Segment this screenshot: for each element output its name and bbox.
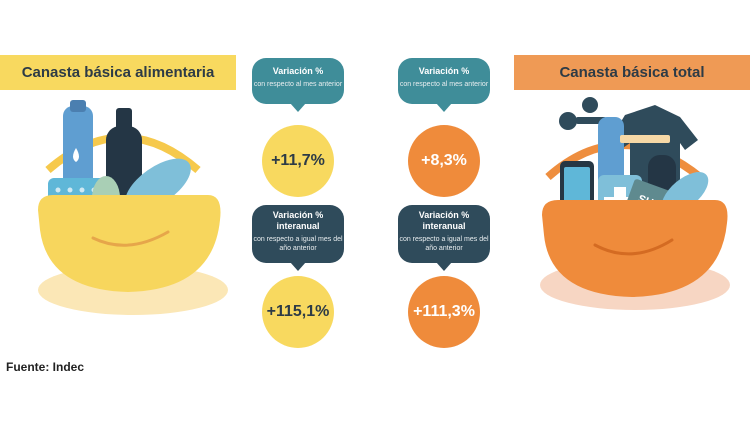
cbt-monthly-text: +8,3% [421,152,467,169]
bubble-subtitle: con respecto a igual mes del año anterio… [253,236,343,252]
cba-monthly-value: +11,7% [262,125,334,197]
bubble-tail [436,262,452,271]
cba-banner: Canasta básica alimentaria [0,55,236,90]
bubble-title: Variación % [418,66,470,76]
cbt-monthly-value: +8,3% [408,125,480,197]
bubble-title: Variación % interanual [418,210,470,231]
bubble-title: Variación % interanual [272,210,324,231]
bubble-yoy-cbt: Variación % interanual con respecto a ig… [398,205,490,271]
bubble-tail [436,103,452,112]
bubble-tail [290,262,306,271]
cbt-banner: Canasta básica total [514,55,750,90]
bubble-title: Variación % [272,66,324,76]
cbt-yoy-text: +111,3% [413,303,475,320]
cbt-title: Canasta básica total [559,64,705,81]
bubble-subtitle: con respecto a igual mes del año anterio… [399,236,489,252]
bubble-monthly-cba: Variación % con respecto al mes anterior [252,58,344,112]
bubble-monthly-cbt: Variación % con respecto al mes anterior [398,58,490,112]
source-caption: Fuente: Indec [6,360,85,374]
cba-yoy-value: +115,1% [262,276,334,348]
cba-yoy-text: +115,1% [266,303,330,320]
bubble-yoy-cba: Variación % interanual con respecto a ig… [252,205,344,271]
cbt-yoy-value: +111,3% [408,276,480,348]
total-basket-icon: SUBE [540,97,730,310]
bubble-subtitle: con respecto al mes anterior [399,81,489,88]
cba-title: Canasta básica alimentaria [21,64,215,81]
food-basket-icon [38,100,228,315]
cba-monthly-text: +11,7% [271,152,325,169]
bubble-subtitle: con respecto al mes anterior [253,81,343,88]
bubble-tail [290,103,306,112]
